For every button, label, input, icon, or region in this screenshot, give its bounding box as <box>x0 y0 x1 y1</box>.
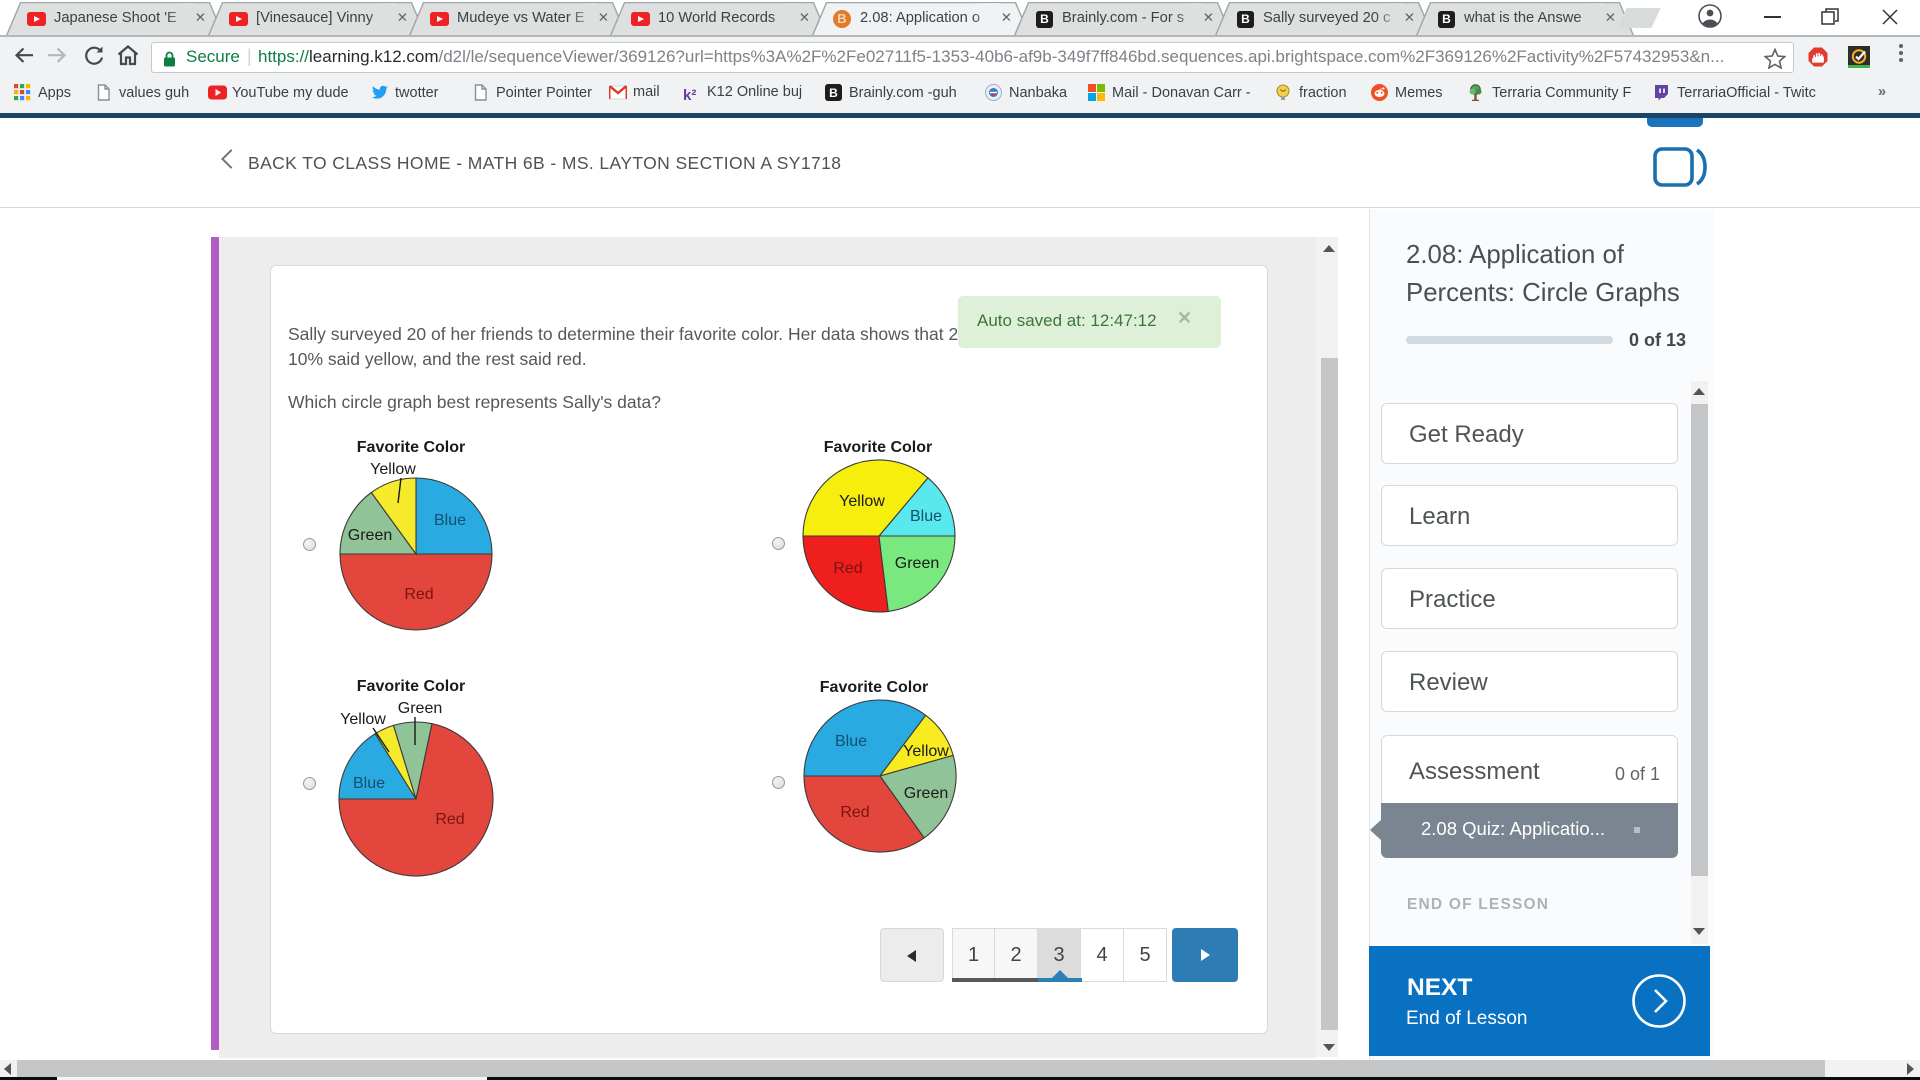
svg-text:B: B <box>829 86 838 100</box>
svg-text:Blue: Blue <box>434 512 466 529</box>
svg-text:Yellow: Yellow <box>370 461 416 478</box>
svg-text:Favorite Color: Favorite Color <box>824 439 932 456</box>
svg-text:Favorite Color: Favorite Color <box>357 439 465 456</box>
svg-text:Favorite Color: Favorite Color <box>820 679 928 696</box>
svg-text:Red: Red <box>435 811 464 828</box>
svg-text:Favorite Color: Favorite Color <box>357 678 465 695</box>
svg-text:Green: Green <box>348 527 392 544</box>
svg-text:Red: Red <box>840 804 869 821</box>
svg-text:Blue: Blue <box>910 508 942 525</box>
svg-text:Yellow: Yellow <box>340 711 386 728</box>
svg-text:Yellow: Yellow <box>839 493 885 510</box>
svg-text:Green: Green <box>398 700 442 717</box>
svg-text:Blue: Blue <box>353 775 385 792</box>
svg-text:Green: Green <box>895 555 939 572</box>
svg-text:Yellow: Yellow <box>903 743 949 760</box>
svg-text:Red: Red <box>833 560 862 577</box>
svg-text:Blue: Blue <box>835 733 867 750</box>
svg-text:Red: Red <box>404 586 433 603</box>
svg-text:Green: Green <box>904 785 948 802</box>
